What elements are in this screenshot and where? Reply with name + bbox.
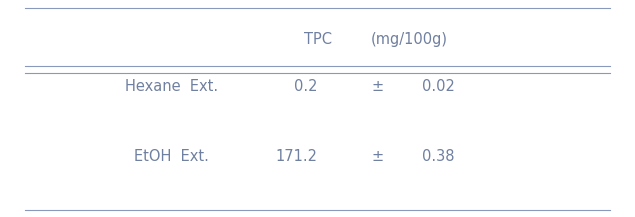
Text: TPC: TPC [304, 31, 331, 47]
Text: Hexane  Ext.: Hexane Ext. [125, 79, 218, 94]
Text: ±: ± [371, 79, 384, 94]
Text: ±: ± [371, 149, 384, 164]
Text: 171.2: 171.2 [276, 149, 318, 164]
Text: (mg/100g): (mg/100g) [371, 31, 448, 47]
Text: 0.38: 0.38 [422, 149, 455, 164]
Text: EtOH  Ext.: EtOH Ext. [134, 149, 209, 164]
Text: 0.2: 0.2 [294, 79, 318, 94]
Text: 0.02: 0.02 [422, 79, 455, 94]
